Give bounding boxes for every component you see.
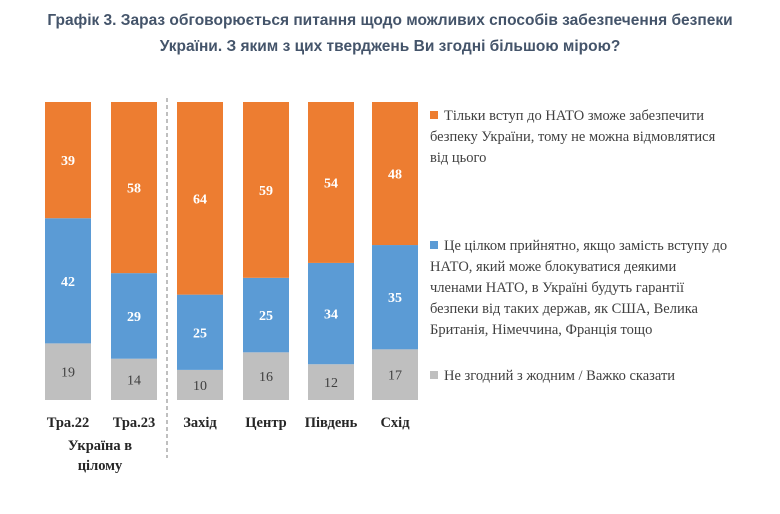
legend-item-guarantees: Це цілком прийнятно, якщо замість вступу… <box>430 236 730 341</box>
data-label-skhid-s2: 48 <box>388 168 402 183</box>
data-label-zakhid-s0: 10 <box>193 379 207 394</box>
data-label-tra23-s1: 29 <box>127 310 141 325</box>
bar-segment-pivden-s1 <box>308 262 354 365</box>
bar-segment-skhid-s0 <box>372 349 418 400</box>
bar-segment-tsentr-s2 <box>243 102 289 278</box>
category-label-tra23: Тра.23 <box>113 415 156 431</box>
data-label-skhid-s1: 35 <box>388 291 402 306</box>
category-label-zakhid: Захід <box>183 415 217 431</box>
category-label-tsentr: Центр <box>245 415 286 431</box>
bar-segment-tra22-s1 <box>45 218 91 344</box>
category-label-pivden: Південь <box>305 415 358 431</box>
bar-segment-pivden-s0 <box>308 364 354 400</box>
data-label-pivden-s1: 34 <box>324 308 338 323</box>
data-label-tra22-s0: 19 <box>61 366 75 381</box>
data-label-tsentr-s0: 16 <box>259 370 273 385</box>
bar-segment-tra23-s2 <box>111 102 157 274</box>
chart-title: Графік 3. Зараз обговорюється питання що… <box>0 8 780 60</box>
data-label-pivden-s0: 12 <box>324 376 338 391</box>
legend-item-nato-only: Тільки вступ до НАТО зможе забезпечити б… <box>430 106 730 169</box>
bar-segment-tra23-s0 <box>111 358 157 400</box>
data-label-tsentr-s1: 25 <box>259 309 273 324</box>
bar-segment-pivden-s2 <box>308 102 354 263</box>
category-label-skhid: Схід <box>380 415 410 431</box>
data-label-tra23-s0: 14 <box>127 373 141 388</box>
data-label-tra23-s2: 58 <box>127 182 141 197</box>
bar-segment-tsentr-s1 <box>243 277 289 353</box>
bar-segment-zakhid-s2 <box>177 102 223 295</box>
bar-segment-skhid-s1 <box>372 245 418 350</box>
category-label-tra22: Тра.22 <box>47 415 90 431</box>
ukraine-overall-label: Україна в цілому <box>40 436 160 476</box>
data-label-tra22-s1: 42 <box>61 275 75 290</box>
title-line-2: України. З яким з цих тверджень Ви згодн… <box>159 38 621 55</box>
legend-text-guarantees: Це цілком прийнятно, якщо замість вступу… <box>430 238 728 338</box>
group-label-line-2: цілому <box>77 458 123 474</box>
bar-segment-tra22-s0 <box>45 343 91 400</box>
bar-segment-tsentr-s0 <box>243 352 289 400</box>
legend-swatch-blue <box>430 241 438 249</box>
legend-text-nato-only: Тільки вступ до НАТО зможе забезпечити б… <box>430 108 716 166</box>
data-label-skhid-s0: 17 <box>388 369 402 384</box>
legend-text-none: Не згодний з жодним / Важко сказати <box>444 368 676 384</box>
bar-segment-tra22-s2 <box>45 102 91 219</box>
data-label-zakhid-s2: 64 <box>193 192 207 207</box>
bar-segment-zakhid-s1 <box>177 294 223 370</box>
legend-swatch-orange <box>430 111 438 119</box>
group-label-line-1: Україна в <box>67 438 133 454</box>
data-label-pivden-s2: 54 <box>324 176 338 191</box>
data-label-tra22-s2: 39 <box>61 154 75 169</box>
bar-segment-skhid-s2 <box>372 102 418 246</box>
bar-segment-zakhid-s0 <box>177 369 223 400</box>
legend-swatch-gray <box>430 371 438 379</box>
legend-item-none: Не згодний з жодним / Важко сказати <box>430 366 760 387</box>
bar-segment-tra23-s1 <box>111 273 157 359</box>
title-line-1: Графік 3. Зараз обговорюється питання що… <box>47 12 733 29</box>
data-label-tsentr-s2: 59 <box>259 184 273 199</box>
data-label-zakhid-s1: 25 <box>193 326 207 341</box>
